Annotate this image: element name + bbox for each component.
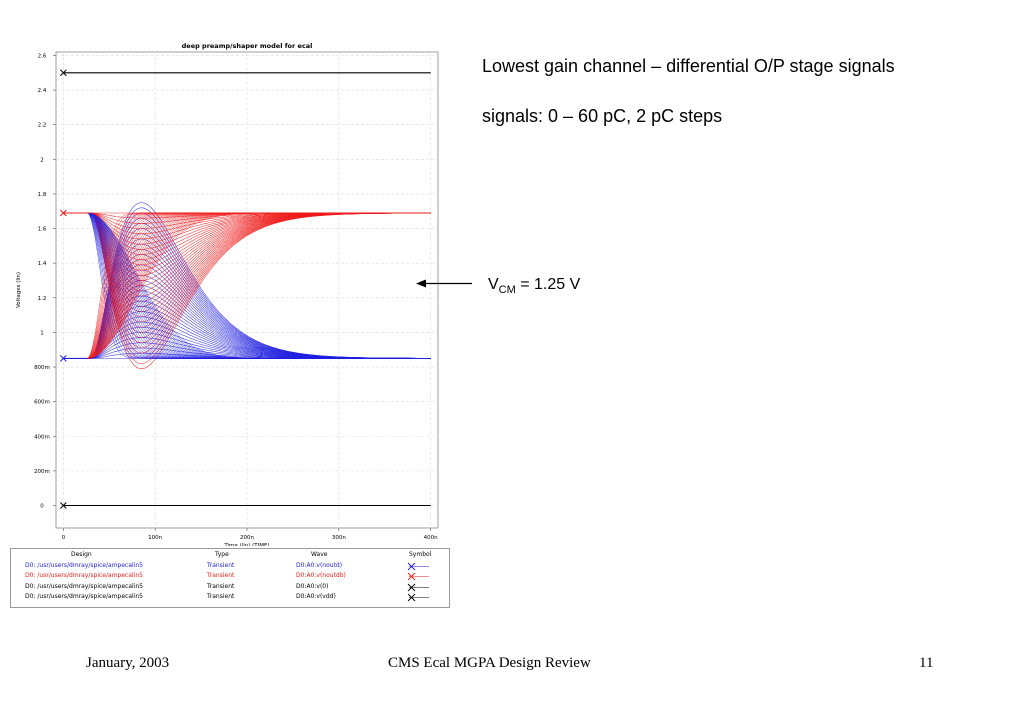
waveform-chart-panel: deep preamp/shaper model for ecal 0 200m 40… (8, 38, 448, 546)
y-tick-label: 2.6 (38, 53, 47, 59)
series-marker (59, 502, 67, 509)
series-d0-a0-v-0- (59, 502, 431, 509)
legend-design: D0: /usr/users/dmray/spice/ampecalin5 (25, 572, 143, 579)
series-line (87, 212, 431, 359)
y-tick-label: 1.8 (38, 192, 47, 198)
series-line (63, 212, 431, 369)
series-d0-a0-v-vdd- (59, 69, 431, 77)
y-tick-label: 1 (40, 330, 44, 336)
legend-type: Transient (207, 572, 235, 579)
series-line (87, 212, 431, 359)
settling-traces (63, 212, 431, 359)
legend-header-design: Design (71, 551, 92, 558)
waveform-legend: Design Type Wave Symbol D0: /usr/users/d… (10, 548, 450, 608)
y-tick-label: 2.2 (38, 123, 47, 129)
footer-title: CMS Ecal MGPA Design Review (388, 655, 591, 671)
vcm-annotation: VCM = 1.25 V (488, 276, 598, 299)
x-tick-label: 200n (240, 535, 254, 541)
legend-symbol-icon (407, 562, 429, 571)
x-tick-label: 100n (148, 535, 162, 541)
y-tick-label: 400m (34, 434, 50, 440)
series-line (63, 202, 431, 359)
y-tick-label: 2 (40, 157, 44, 163)
y-tick-label: 200m (34, 469, 50, 475)
footer-page-number: 11 (919, 655, 934, 671)
signals-description: signals: 0 – 60 pC, 2 pC steps (482, 106, 723, 126)
x-tick-label: 400n (424, 535, 438, 541)
y-tick-label: 0 (40, 503, 44, 509)
legend-row[interactable]: D0: /usr/users/dmray/spice/ampecalin5 Tr… (11, 583, 449, 593)
legend-type: Transient (207, 562, 235, 569)
series-d0-a0-v-noutd- (59, 202, 431, 362)
x-axis-label: Time (lin) (TIME) (223, 543, 269, 546)
footer-date: January, 2003 (86, 655, 170, 671)
y-axis-label: Voltages (lin) (16, 272, 22, 308)
y-tick-label: 1.6 (38, 227, 47, 233)
waveform-chart: deep preamp/shaper model for ecal 0 200m 40… (16, 42, 439, 546)
legend-wave: D0:A0:v(noutd) (296, 562, 343, 569)
legend-wave: D0:A0:v(noutdb) (296, 572, 346, 579)
x-tick-label: 300n (332, 535, 346, 541)
legend-type: Transient (207, 593, 235, 600)
legend-symbol-icon (407, 572, 429, 581)
legend-symbol-icon (407, 593, 429, 602)
waveform-traces (59, 69, 431, 509)
legend-row[interactable]: D0: /usr/users/dmray/spice/ampecalin5 Tr… (11, 572, 449, 582)
legend-wave: D0:A0:v(vdd) (296, 593, 336, 600)
legend-header: Design Type Wave Symbol (11, 551, 449, 561)
legend-design: D0: /usr/users/dmray/spice/ampecalin5 (25, 593, 143, 600)
y-tick-label: 800m (34, 365, 50, 371)
slide-heading: Lowest gain channel – differential O/P s… (482, 56, 895, 76)
legend-type: Transient (207, 583, 235, 590)
legend-symbol-icon (407, 583, 429, 592)
settling-traces (63, 212, 431, 359)
vcm-value: = 1.25 V (515, 276, 581, 293)
legend-design: D0: /usr/users/dmray/spice/ampecalin5 (25, 583, 143, 590)
legend-header-symbol: Symbol (409, 551, 432, 558)
y-tick-label: 1.2 (38, 296, 47, 302)
y-tick-label: 600m (34, 400, 50, 406)
legend-design: D0: /usr/users/dmray/spice/ampecalin5 (25, 562, 143, 569)
chart-title: deep preamp/shaper model for ecal (182, 42, 313, 50)
y-tick-label: 1.4 (38, 261, 47, 267)
x-tick-label: 0 (62, 535, 66, 541)
legend-row[interactable]: D0: /usr/users/dmray/spice/ampecalin5 Tr… (11, 593, 449, 603)
vcm-letter: V (488, 276, 499, 293)
legend-wave: D0:A0:v(0) (296, 583, 329, 590)
y-tick-label: 2.4 (38, 88, 47, 94)
series-marker (59, 69, 67, 77)
vcm-subscript: CM (498, 284, 516, 297)
legend-row[interactable]: D0: /usr/users/dmray/spice/ampecalin5 Tr… (11, 562, 449, 572)
vcm-arrow-icon (416, 279, 472, 288)
legend-header-wave: Wave (311, 551, 328, 558)
legend-header-type: Type (215, 551, 229, 558)
